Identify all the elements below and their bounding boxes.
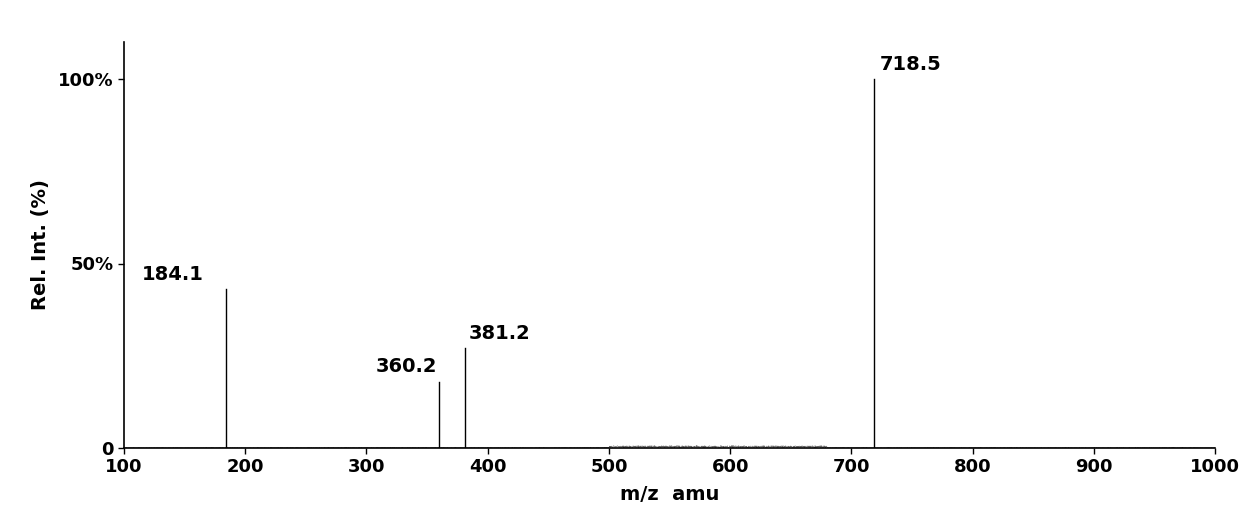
Text: 381.2: 381.2 xyxy=(469,324,531,343)
Text: 360.2: 360.2 xyxy=(376,357,436,376)
Text: 184.1: 184.1 xyxy=(143,265,205,284)
Text: 718.5: 718.5 xyxy=(880,54,941,73)
X-axis label: m/z  amu: m/z amu xyxy=(620,485,719,504)
Y-axis label: Rel. Int. (%): Rel. Int. (%) xyxy=(31,180,50,310)
